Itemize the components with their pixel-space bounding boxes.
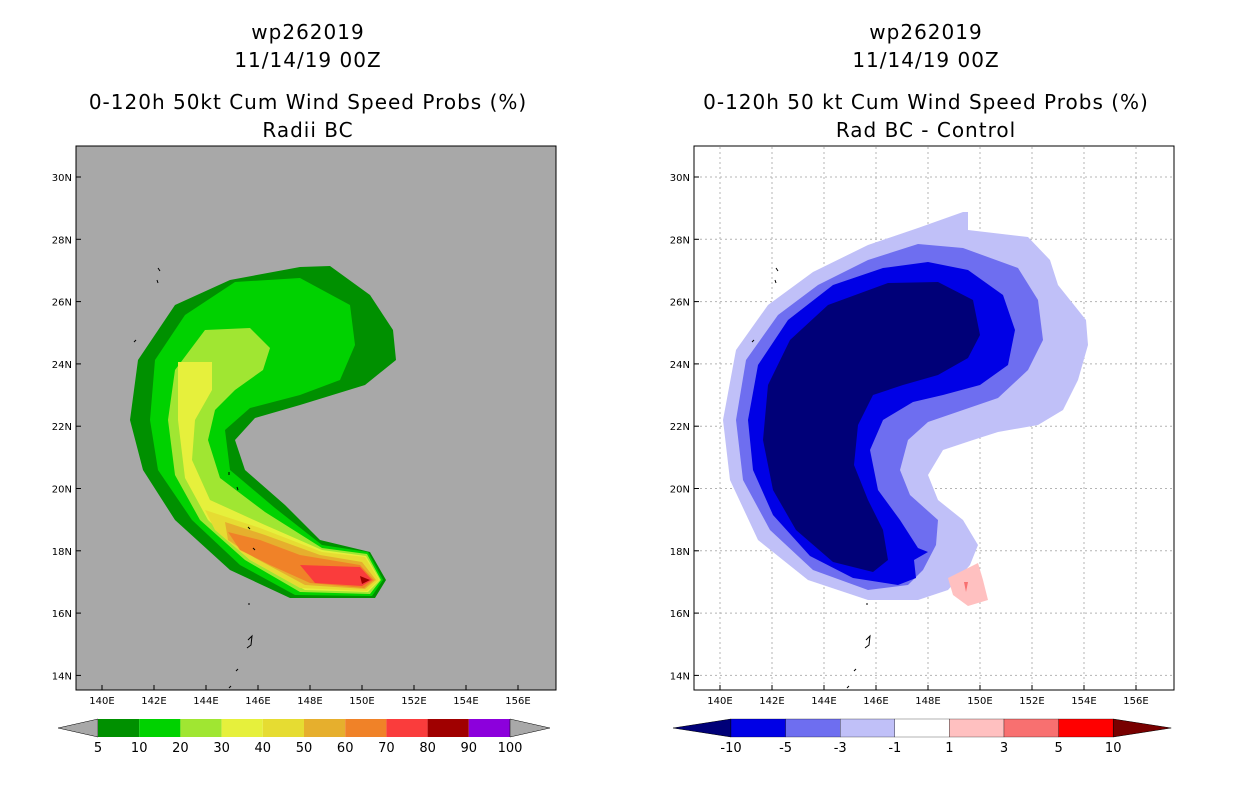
lon-label-152E: 152E <box>401 696 426 707</box>
colorbar-swatch <box>1058 718 1114 738</box>
lat-label-22N: 22N <box>670 422 690 433</box>
colorbar-swatch <box>840 718 895 738</box>
diff-contour-plus1 <box>948 563 988 606</box>
lat-label-20N: 20N <box>670 485 690 496</box>
lon-label-144E: 144E <box>193 696 218 707</box>
diff-contour-minus10 <box>763 282 980 572</box>
colorbar-swatch <box>139 719 181 737</box>
lat-label-16N: 16N <box>52 609 72 620</box>
lat-label-22N: 22N <box>52 422 72 433</box>
colorbar-label: 80 <box>419 741 436 756</box>
left-title-block: wp262019 11/14/19 00Z 0-120h 50kt Cum Wi… <box>58 18 558 144</box>
right-product-title: 0-120h 50 kt Cum Wind Speed Probs (%) <box>703 90 1149 114</box>
colorbar-label: -1 <box>888 741 901 756</box>
colorbar-swatch <box>730 718 786 738</box>
colorbar-label: 5 <box>1054 741 1062 756</box>
colorbar-label: 40 <box>255 741 272 756</box>
colorbar-swatch <box>262 719 304 737</box>
colorbar-swatch <box>468 719 510 737</box>
left-islands <box>133 267 256 689</box>
lat-label-24N: 24N <box>670 360 690 371</box>
colorbar-label: 10 <box>131 741 148 756</box>
lon-label-156E: 156E <box>1123 696 1148 707</box>
colorbar-swatch <box>949 718 1005 738</box>
lon-label-150E: 150E <box>967 696 992 707</box>
right-islands <box>751 267 871 689</box>
lon-label-156E: 156E <box>505 696 530 707</box>
colorbar-swatch <box>1003 718 1059 738</box>
right-subtitle: Rad BC - Control <box>835 118 1017 142</box>
colorbar-label: -10 <box>720 741 741 756</box>
colorbar-right-end <box>509 718 551 738</box>
colorbar-swatch <box>427 719 469 737</box>
colorbar-left-end <box>672 718 732 738</box>
colorbar-label: 50 <box>296 741 313 756</box>
colorbar-label: 10 <box>1105 741 1122 756</box>
colorbar-label: 70 <box>378 741 395 756</box>
left-map-panel: 30N 28N 26N 24N 22N 20N 18N 16N 14N 140E 142E 144E 1… <box>52 145 557 756</box>
colorbar-label: 90 <box>461 741 478 756</box>
colorbar-right-end <box>1112 718 1172 738</box>
colorbar-swatch <box>304 719 346 737</box>
lat-label-26N: 26N <box>52 298 72 309</box>
lat-label-30N: 30N <box>52 173 72 184</box>
right-map-panel: 30N 28N 26N 24N 22N 20N 18N 16N 14N 140E 142E 144E 1… <box>670 145 1175 756</box>
lat-label-20N: 20N <box>52 485 72 496</box>
colorbar-label: 60 <box>337 741 354 756</box>
prob-contour-70 <box>300 565 372 586</box>
diff-contour-plus3 <box>964 582 968 592</box>
lon-label-152E: 152E <box>1019 696 1044 707</box>
colorbar-swatch <box>386 719 428 737</box>
lat-label-24N: 24N <box>52 360 72 371</box>
colorbar-swatch <box>345 719 387 737</box>
lat-label-30N: 30N <box>670 173 690 184</box>
colorbar-label: 30 <box>213 741 230 756</box>
colorbar-swatch <box>98 719 140 737</box>
lon-label-142E: 142E <box>759 696 784 707</box>
lat-label-28N: 28N <box>670 235 690 246</box>
colorbar-left-end <box>57 718 99 738</box>
colorbar-label: 5 <box>94 741 102 756</box>
lat-label-14N: 14N <box>52 671 72 682</box>
lon-label-146E: 146E <box>245 696 270 707</box>
colorbar-label: 1 <box>945 741 953 756</box>
lon-label-144E: 144E <box>811 696 836 707</box>
right-title-block: wp262019 11/14/19 00Z 0-120h 50 kt Cum W… <box>676 18 1176 144</box>
colorbar-swatch <box>785 718 841 738</box>
lon-label-154E: 154E <box>453 696 478 707</box>
lat-label-28N: 28N <box>52 235 72 246</box>
lon-label-140E: 140E <box>89 696 114 707</box>
colorbar-label: 100 <box>498 741 523 756</box>
lat-label-16N: 16N <box>670 609 690 620</box>
right-datetime: 11/14/19 00Z <box>852 48 1000 72</box>
right-storm-id: wp262019 <box>869 20 983 44</box>
lat-label-26N: 26N <box>670 298 690 309</box>
left-product-title: 0-120h 50kt Cum Wind Speed Probs (%) <box>88 90 528 114</box>
colorbar-swatch <box>180 719 222 737</box>
lon-label-150E: 150E <box>349 696 374 707</box>
prob-contour-80 <box>360 576 370 584</box>
lat-label-18N: 18N <box>670 547 690 558</box>
colorbar-label: 20 <box>172 741 189 756</box>
lon-label-146E: 146E <box>863 696 888 707</box>
colorbar-swatch <box>894 718 950 738</box>
lat-label-14N: 14N <box>670 671 690 682</box>
lon-label-148E: 148E <box>915 696 940 707</box>
lon-label-148E: 148E <box>297 696 322 707</box>
colorbar-label: 3 <box>1000 741 1008 756</box>
lat-label-18N: 18N <box>52 547 72 558</box>
colorbar-label: -3 <box>834 741 847 756</box>
colorbar-swatch <box>221 719 263 737</box>
lon-label-142E: 142E <box>141 696 166 707</box>
left-subtitle: Radii BC <box>262 118 354 142</box>
left-storm-id: wp262019 <box>251 20 365 44</box>
colorbar-label: -5 <box>779 741 792 756</box>
left-datetime: 11/14/19 00Z <box>234 48 382 72</box>
lon-label-154E: 154E <box>1071 696 1096 707</box>
lon-label-140E: 140E <box>707 696 732 707</box>
